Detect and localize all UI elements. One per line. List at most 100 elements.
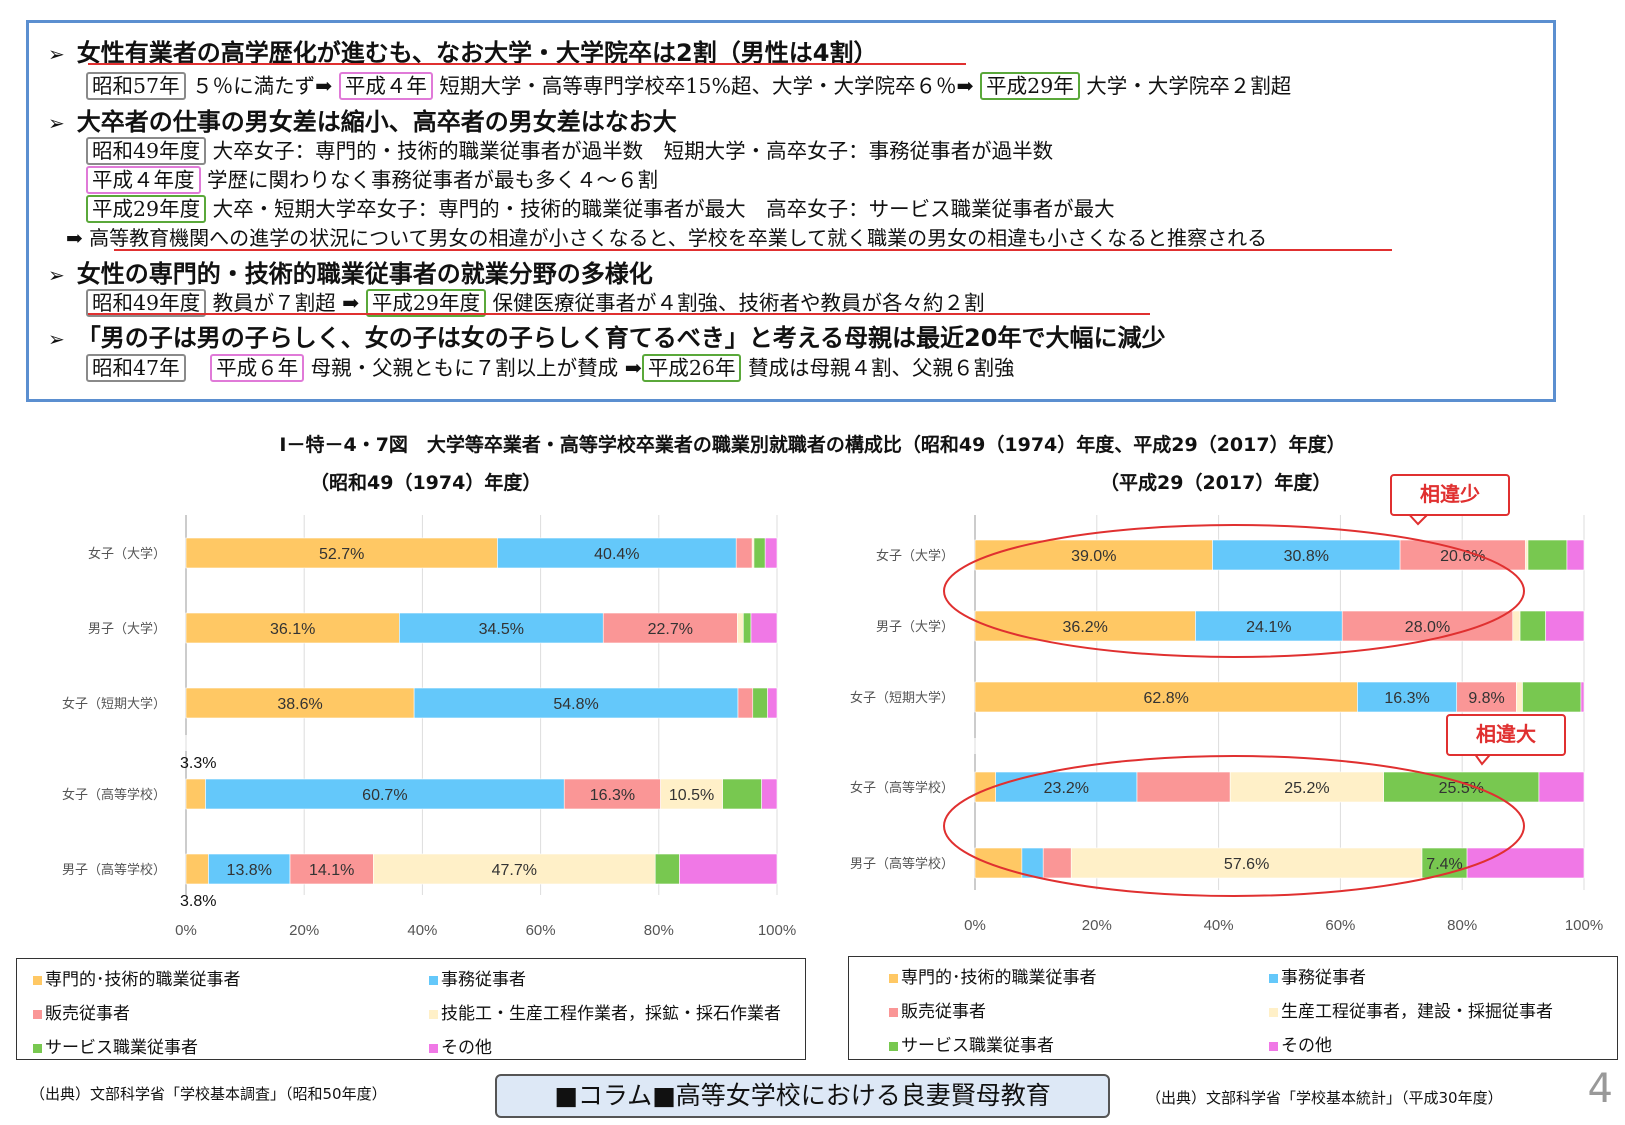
data-label: 16.3% (1384, 690, 1429, 707)
legend-item: その他 (429, 1033, 492, 1058)
data-label: 7.4% (1426, 856, 1462, 873)
data-label: 40.4% (594, 546, 639, 563)
bullet-heading-3: ➢ 女性の専門的・技術的職業従事者の就業分野の多様化 (48, 254, 653, 289)
category-label: 女子（大学） (88, 546, 166, 561)
x-tick-label: 100% (1565, 917, 1603, 934)
highlight-ellipse (943, 524, 1525, 658)
summary-line: 昭和49年度 教員が７割超 ➡ 平成29年度 保健医療従事者が４割強、技術者や教… (86, 286, 985, 317)
category-label: 女子（高等学校） (62, 787, 166, 802)
legend-swatch (1269, 1007, 1278, 1017)
bar-segment (752, 687, 768, 719)
summary-line: 昭和49年度 大卒女子：専門的・技術的職業従事者が過半数 短期大学・高卒女子：事… (86, 134, 1053, 165)
bar-segment (1021, 847, 1044, 879)
bar-segment (1538, 771, 1585, 803)
year-tag: 平成26年 (641, 354, 742, 382)
bar-segment (1516, 681, 1523, 713)
bar-segment (1519, 610, 1546, 642)
line-text: 短期大学・高等専門学校卒15%超、大学・大学院卒６％➡ (439, 74, 974, 98)
year-tag: 昭和47年 (86, 354, 186, 382)
bar-segment (1399, 539, 1526, 571)
data-label: 62.8% (1144, 690, 1189, 707)
bar-segment (974, 539, 1213, 571)
x-tick-label: 40% (407, 922, 437, 939)
legend-label: 販売従事者 (901, 1002, 986, 1022)
legend-label: サービス職業従事者 (45, 1038, 198, 1058)
bar-segment (660, 778, 723, 810)
data-label: 24.1% (1246, 619, 1291, 636)
bar-segment (205, 778, 565, 810)
legend-item: その他 (1269, 1031, 1332, 1056)
page-number: 4 (1587, 1066, 1613, 1112)
year-tag: 昭和49年度 (86, 289, 207, 317)
legend-item: 販売従事者 (33, 999, 130, 1024)
bar-segment (1212, 539, 1401, 571)
chart-right-title: （平成29（2017）年度） (1100, 472, 1332, 494)
bar-segment (974, 847, 1023, 879)
bar-segment (185, 853, 209, 885)
data-label: 39.0% (1071, 548, 1116, 565)
line-text: 賛成は母親４割、父親６割強 (748, 356, 1015, 380)
legend-item: 販売従事者 (889, 997, 986, 1022)
data-label: 9.8% (1468, 690, 1504, 707)
data-label: 20.6% (1440, 548, 1485, 565)
bar-segment (654, 853, 680, 885)
bar-segment (1042, 847, 1072, 879)
legend-swatch (1269, 1041, 1278, 1051)
bar-segment (1566, 539, 1585, 571)
legend-swatch (429, 1009, 438, 1019)
summary-box (26, 20, 1556, 402)
year-tag: 平成４年度 (86, 166, 201, 194)
bar-segment (1512, 610, 1521, 642)
bar-segment (1421, 847, 1468, 879)
data-label: 57.6% (1224, 856, 1269, 873)
summary-line: 昭和57年 ５％に満たず➡ 平成４年 短期大学・高等専門学校卒15%超、大学・大… (86, 69, 1291, 100)
data-label: 36.1% (270, 621, 315, 638)
outside-data-label: 3.8% (180, 893, 216, 910)
legend-swatch (1269, 973, 1278, 983)
line-text: 教員が７割超 (212, 291, 336, 315)
outside-data-label: 3.3% (180, 755, 216, 772)
bar-segment (1136, 771, 1231, 803)
bar-segment (974, 771, 997, 803)
red-underline (88, 63, 966, 65)
bar-segment (289, 853, 374, 885)
bar-segment (1195, 610, 1343, 642)
x-tick-label: 80% (644, 922, 674, 939)
data-label: 38.6% (277, 696, 322, 713)
line-text: 大卒・短期大学卒女子：専門的・技術的職業従事者が最大 高卒女子：サービス職業従事… (212, 197, 1115, 221)
category-label: 男子（大学） (88, 621, 166, 636)
bar-segment (185, 537, 498, 569)
bar-segment (602, 612, 738, 644)
bar-segment (1466, 847, 1585, 879)
summary-line: 平成４年度 学歴に関わりなく事務従事者が最も多く４～６割 (86, 163, 658, 194)
bar-segment (743, 612, 752, 644)
legend-right: 専門的･技術的職業従事者 事務従事者 販売従事者 生産工程従事者，建設・採掘従事… (848, 956, 1618, 1060)
category-label: 男子（高等学校） (62, 862, 166, 877)
figure-title: Ⅰ－特－4・7図 大学等卒業者・高等学校卒業者の職業別就職者の構成比（昭和49（… (279, 434, 1346, 456)
bullet-arrow-icon: ➢ (48, 111, 65, 135)
data-label: 54.8% (553, 696, 598, 713)
legend-swatch (889, 1041, 898, 1051)
source-left: （出典）文部科学省「学校基本調査」（昭和50年度） (30, 1085, 387, 1103)
bar-segment (413, 687, 739, 719)
bullet-arrow-icon: ➢ (48, 263, 65, 287)
bar-segment (751, 537, 755, 569)
legend-label: 事務従事者 (441, 970, 526, 990)
chart-left-title: （昭和49（1974）年度） (310, 472, 542, 494)
x-tick-label: 20% (1082, 917, 1112, 934)
legend-label: 専門的･技術的職業従事者 (901, 968, 1097, 988)
x-tick-label: 60% (1325, 917, 1355, 934)
legend-label: その他 (441, 1038, 492, 1058)
source-right: （出典）文部科学省「学校基本統計」（平成30年度） (1146, 1089, 1503, 1107)
bar-segment (1456, 681, 1517, 713)
bar-segment (497, 537, 737, 569)
callout-large-diff: 相違大 (1446, 714, 1566, 756)
year-tag: 平成４年 (338, 72, 433, 100)
x-tick-label: 20% (289, 922, 319, 939)
bar-segment (1580, 681, 1585, 713)
legend-swatch (429, 1043, 438, 1053)
column-title-button[interactable]: ■コラム■高等女学校における良妻賢母教育 (495, 1074, 1110, 1118)
data-label: 23.2% (1044, 780, 1089, 797)
data-label: 34.5% (479, 621, 524, 638)
red-underline (88, 313, 1150, 315)
